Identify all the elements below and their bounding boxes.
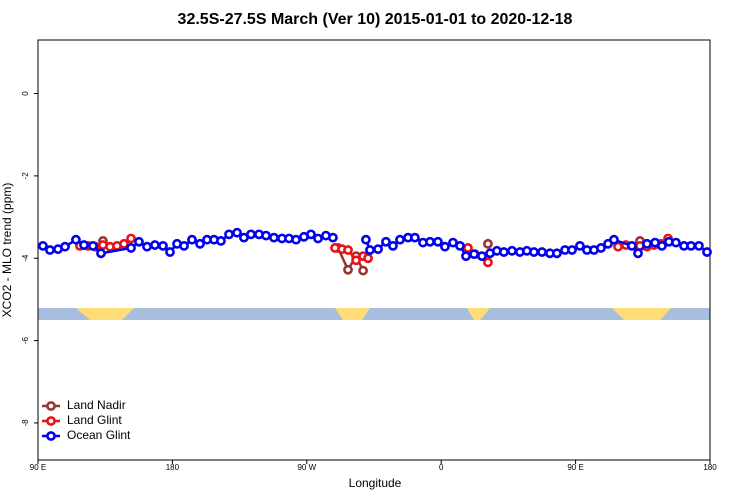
point [232, 227, 242, 238]
point [388, 240, 398, 251]
point [686, 240, 696, 251]
chart-title: 32.5S-27.5S March (Ver 10) 2015-01-01 to… [178, 11, 573, 28]
point [363, 253, 373, 264]
point [216, 236, 226, 246]
point [440, 241, 450, 252]
point [410, 232, 420, 243]
point [463, 243, 473, 253]
y-axis-label: XCO2 - MLO trend (ppm) [0, 183, 14, 318]
legend-label: Land Glint [67, 413, 122, 427]
point [425, 236, 435, 247]
point [575, 240, 585, 251]
y-tick-label: 0 [21, 91, 30, 96]
point [343, 264, 353, 275]
point [71, 234, 81, 245]
point [261, 230, 271, 241]
y-tick-label: -6 [21, 336, 30, 344]
legend-label: Ocean Glint [67, 428, 131, 442]
point [187, 234, 197, 245]
legend-marker [46, 431, 56, 441]
point [507, 245, 517, 256]
point [455, 240, 465, 251]
x-axis-label: Longitude [349, 476, 402, 490]
point [483, 238, 493, 249]
point [671, 237, 681, 248]
point [96, 248, 106, 259]
y-tick-label: -4 [21, 254, 30, 262]
y-tick-label: -8 [21, 419, 30, 427]
legend-marker [46, 416, 56, 426]
point [499, 247, 509, 257]
point [224, 229, 234, 240]
point [537, 247, 547, 257]
point [365, 245, 375, 255]
point [483, 257, 493, 268]
point [79, 240, 89, 250]
x-tick-label: 90 E [30, 463, 46, 472]
point [433, 236, 443, 247]
point [596, 243, 606, 253]
point [119, 238, 129, 249]
point [291, 234, 301, 245]
point [134, 236, 144, 247]
point [395, 234, 405, 245]
point [469, 249, 479, 260]
point [328, 232, 338, 243]
ocean-strip [38, 308, 710, 320]
point [38, 240, 48, 251]
x-tick-label: 180 [166, 463, 180, 472]
point [461, 251, 471, 262]
point [358, 265, 368, 276]
point [657, 240, 667, 251]
point [306, 229, 316, 240]
point [60, 241, 70, 252]
point [609, 234, 619, 245]
point [88, 240, 98, 251]
point [343, 245, 353, 255]
point [142, 241, 152, 252]
point [126, 243, 136, 253]
point [179, 240, 189, 251]
point [195, 238, 205, 249]
point [361, 234, 371, 245]
point [351, 255, 361, 266]
land-strip [612, 308, 671, 320]
point [567, 245, 577, 255]
point [626, 240, 637, 251]
point [126, 233, 136, 244]
point [702, 247, 712, 257]
x-tick-label: 90 W [297, 463, 316, 472]
point [373, 244, 383, 255]
point [477, 251, 487, 262]
x-tick-label: 0 [439, 463, 444, 472]
point [165, 247, 175, 257]
point [642, 238, 652, 249]
point [158, 240, 168, 251]
surface-strip [38, 308, 710, 320]
point [694, 240, 704, 251]
point [45, 245, 55, 255]
point [269, 232, 279, 243]
point [150, 240, 160, 250]
legend-marker [46, 401, 56, 411]
land-strip [76, 308, 134, 320]
point [552, 248, 562, 259]
x-tick-label: 90 E [567, 463, 583, 472]
land-strip [467, 308, 490, 320]
legend-label: Land Nadir [67, 398, 126, 412]
land-strip [335, 308, 370, 320]
point [633, 248, 643, 259]
point [529, 247, 539, 257]
y-tick-label: -2 [21, 172, 30, 180]
point [246, 229, 256, 240]
point [381, 236, 391, 247]
point [313, 233, 323, 244]
x-tick-label: 180 [703, 463, 717, 472]
